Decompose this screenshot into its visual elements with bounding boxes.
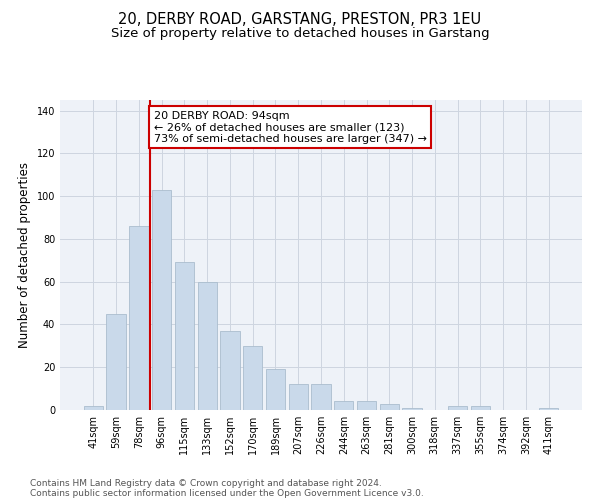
Bar	[448, 406, 467, 410]
Text: Contains HM Land Registry data © Crown copyright and database right 2024.: Contains HM Land Registry data © Crown c…	[30, 478, 382, 488]
Bar	[84, 406, 103, 410]
Bar	[152, 190, 172, 410]
Text: Size of property relative to detached houses in Garstang: Size of property relative to detached ho…	[110, 28, 490, 40]
Text: Contains public sector information licensed under the Open Government Licence v3: Contains public sector information licen…	[30, 488, 424, 498]
Bar	[470, 406, 490, 410]
Text: 20 DERBY ROAD: 94sqm
← 26% of detached houses are smaller (123)
73% of semi-deta: 20 DERBY ROAD: 94sqm ← 26% of detached h…	[154, 110, 427, 144]
Bar	[106, 314, 126, 410]
Bar	[175, 262, 194, 410]
Bar	[266, 370, 285, 410]
Bar	[334, 402, 353, 410]
Y-axis label: Number of detached properties: Number of detached properties	[18, 162, 31, 348]
Bar	[197, 282, 217, 410]
Bar	[311, 384, 331, 410]
Bar	[403, 408, 422, 410]
Bar	[220, 331, 239, 410]
Bar	[243, 346, 262, 410]
Bar	[129, 226, 149, 410]
Bar	[380, 404, 399, 410]
Bar	[539, 408, 558, 410]
Text: 20, DERBY ROAD, GARSTANG, PRESTON, PR3 1EU: 20, DERBY ROAD, GARSTANG, PRESTON, PR3 1…	[118, 12, 482, 28]
Bar	[357, 402, 376, 410]
Bar	[289, 384, 308, 410]
